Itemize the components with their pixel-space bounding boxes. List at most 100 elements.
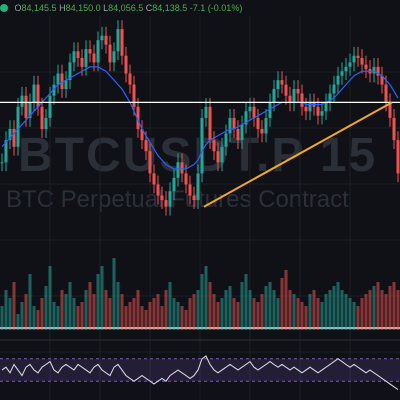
status-dot-icon (0, 4, 8, 12)
volume-bar (12, 282, 16, 330)
volume-bar (252, 298, 256, 330)
candle-body (128, 73, 132, 85)
candle-body (192, 195, 196, 201)
candle-body (136, 106, 140, 129)
volume-bar (352, 302, 356, 330)
candle-body (52, 84, 56, 96)
candle-body (200, 117, 204, 174)
volume-bar (304, 306, 308, 330)
candle-body (80, 57, 84, 67)
moving-average-line (1, 66, 399, 170)
volume-bar (232, 298, 236, 330)
volume-bar (32, 306, 36, 330)
candle-body (60, 73, 64, 90)
candle-body (224, 133, 228, 147)
volume-bar (60, 290, 64, 330)
candle-body (256, 117, 260, 129)
candle-body (348, 62, 352, 67)
candle-body (92, 53, 96, 63)
volume-bar (244, 274, 248, 330)
volume-bar (88, 282, 92, 330)
candle-body (252, 106, 256, 118)
volume-bar (112, 258, 116, 330)
candle-body (68, 62, 72, 81)
candle-body (352, 55, 356, 63)
volume-bar (44, 286, 48, 330)
volume-bar (148, 302, 152, 330)
open-label: O (14, 3, 22, 13)
volume-bar (64, 294, 68, 330)
candle-body (180, 162, 184, 174)
volume-bar (268, 282, 272, 330)
volume-bar (0, 306, 4, 330)
candle-body (272, 89, 276, 103)
volume-bar (92, 294, 96, 330)
candle-body (236, 129, 240, 141)
candle-body (4, 140, 8, 163)
candle-body (268, 102, 272, 118)
volume-bar (24, 294, 28, 330)
volume-bar (308, 294, 312, 330)
volume-bar (284, 270, 288, 330)
candle-body (116, 29, 120, 52)
candle-body (364, 64, 368, 70)
candle-body (164, 200, 168, 207)
candle-body (216, 151, 220, 163)
volume-bar (372, 286, 376, 330)
volume-bar (160, 306, 164, 330)
volume-bar (72, 298, 76, 330)
candle-body (344, 66, 348, 72)
candle-body (156, 184, 160, 196)
volume-bar (80, 302, 84, 330)
candle-body (208, 106, 212, 141)
candle-body (388, 102, 392, 118)
ohlc-header: O84,145.5 H84,150.0 L84,056.5 C84,138.5 … (0, 0, 400, 16)
volume-bar (176, 302, 180, 330)
volume-bar (152, 298, 156, 330)
candle-body (288, 95, 292, 103)
candle-body (40, 106, 44, 129)
high-value: 84,150.0 (65, 3, 101, 13)
close-value: 84,138.5 (152, 3, 188, 13)
volume-bar (300, 302, 304, 330)
volume-bar (116, 282, 120, 330)
low-label: L (103, 3, 109, 13)
oscillator-line (1, 355, 399, 391)
volume-bar (188, 298, 192, 330)
candle-body (280, 80, 284, 85)
volume-bar (260, 294, 264, 330)
candle-body (220, 146, 224, 163)
candle-body (188, 184, 192, 196)
candle-body (228, 117, 232, 134)
volume-bar (276, 298, 280, 330)
candle-body (212, 140, 216, 152)
candle-body (276, 80, 280, 90)
volume-bar (292, 294, 296, 330)
candle-body (44, 117, 48, 129)
candle-body (204, 106, 208, 118)
volume-bar (368, 290, 372, 330)
volume-bar (216, 302, 220, 330)
candle-body (76, 51, 80, 58)
candle-body (36, 84, 40, 107)
candle-body (232, 117, 236, 129)
volume-bar (384, 294, 388, 330)
volume-bar (320, 302, 324, 330)
candle-body (360, 57, 364, 65)
candle-body (0, 162, 4, 164)
volume-bar (132, 298, 136, 330)
candle-body (24, 95, 28, 118)
candle-body (100, 35, 104, 41)
candle-body (260, 129, 264, 134)
volume-bar (164, 290, 168, 330)
candle-body (376, 66, 380, 76)
volume-bar (280, 278, 284, 330)
volume-bar (68, 282, 72, 330)
volume-bar (332, 286, 336, 330)
volume-bar (316, 298, 320, 330)
candle-body (148, 151, 152, 174)
oscillator-band (0, 358, 400, 382)
volume-bar (380, 290, 384, 330)
